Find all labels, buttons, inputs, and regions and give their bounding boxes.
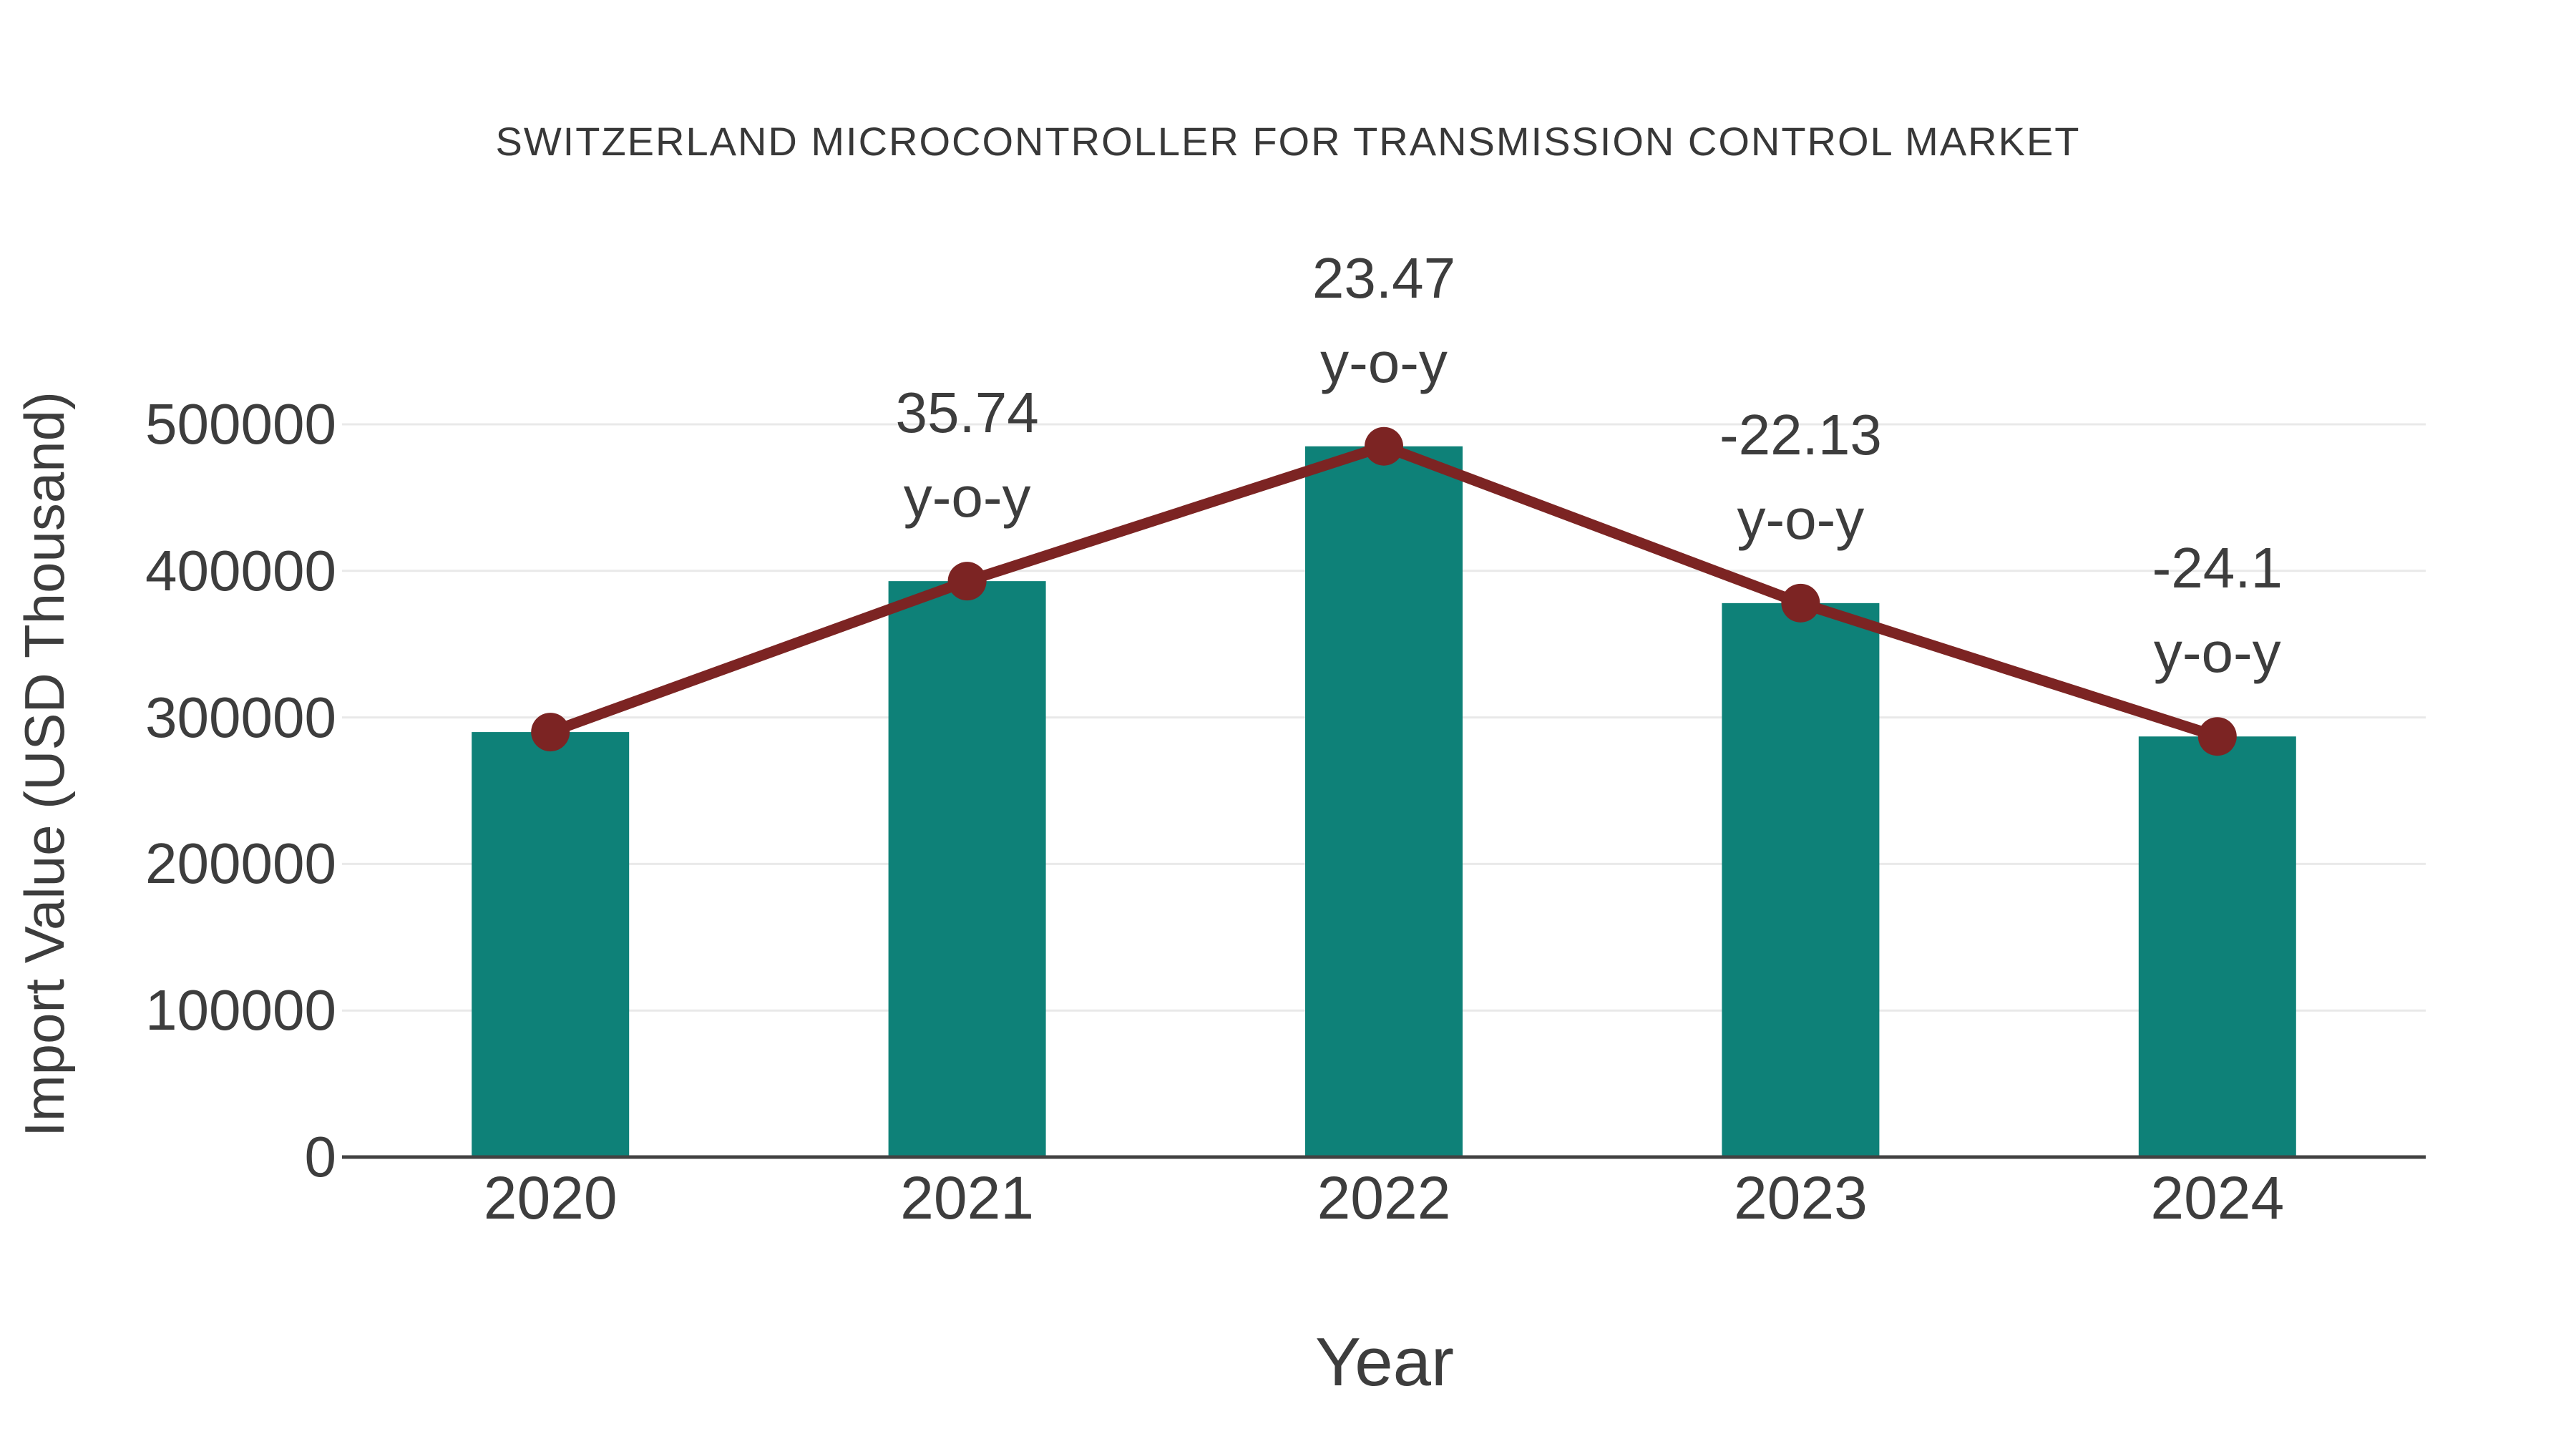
yoy-marker-2024 xyxy=(2197,717,2237,756)
yoy-marker-2022 xyxy=(1365,426,1403,466)
y-tick-label-500000: 500000 xyxy=(145,392,336,456)
yoy-annotation-2023: -22.13 y-o-y xyxy=(1579,393,2022,562)
yoy-suffix-label: y-o-y xyxy=(1320,330,1448,394)
y-tick-label-300000: 300000 xyxy=(145,685,336,749)
x-tick-label-2024: 2024 xyxy=(2150,1164,2285,1231)
yoy-value-label: -22.13 xyxy=(1719,402,1882,467)
y-tick-label-200000: 200000 xyxy=(145,831,336,896)
yoy-marker-2021 xyxy=(947,562,987,601)
yoy-annotation-2022: 23.47 y-o-y xyxy=(1162,236,1606,405)
yoy-value-label: -24.1 xyxy=(2152,536,2283,600)
x-tick-label-2023: 2023 xyxy=(1733,1164,1868,1231)
y-tick-label-100000: 100000 xyxy=(145,978,336,1043)
bar-2024 xyxy=(2138,736,2296,1157)
bar-2022 xyxy=(1305,446,1463,1157)
bar-2020 xyxy=(472,732,630,1157)
x-tick-label-2021: 2021 xyxy=(900,1164,1035,1231)
yoy-value-label: 35.74 xyxy=(895,381,1039,445)
yoy-annotation-2024: -24.1 y-o-y xyxy=(1996,526,2439,695)
bar-2023 xyxy=(1722,602,1880,1157)
x-tick-label-2020: 2020 xyxy=(483,1164,618,1231)
y-tick-label-400000: 400000 xyxy=(145,538,336,602)
yoy-annotation-2021: 35.74 y-o-y xyxy=(746,371,1189,540)
chart-title: SWITZERLAND MICROCONTROLLER FOR TRANSMIS… xyxy=(495,119,2081,164)
yoy-suffix-label: y-o-y xyxy=(2153,620,2281,685)
bar-2021 xyxy=(888,581,1046,1157)
yoy-marker-2023 xyxy=(1781,583,1820,623)
y-tick-label-0: 0 xyxy=(304,1125,337,1189)
x-tick-label-2022: 2022 xyxy=(1317,1164,1451,1231)
yoy-suffix-label: y-o-y xyxy=(903,465,1031,530)
x-axis-title: Year xyxy=(1315,1324,1454,1400)
yoy-suffix-label: y-o-y xyxy=(1737,487,1865,551)
yoy-marker-2020 xyxy=(531,713,570,752)
y-axis-title: Import Value (USD Thousand) xyxy=(13,391,76,1137)
yoy-value-label: 23.47 xyxy=(1312,245,1456,310)
